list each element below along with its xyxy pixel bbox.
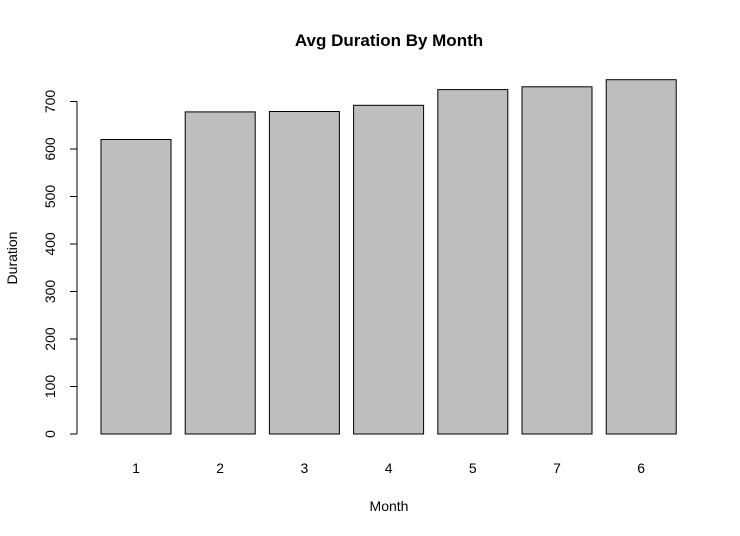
y-tick-label: 500	[42, 185, 58, 209]
x-tick-label: 5	[469, 460, 477, 476]
y-tick-label: 700	[42, 90, 58, 114]
y-axis: 0 100 200 300 400 500 600 700	[42, 90, 78, 438]
bar-month-4	[353, 104, 425, 435]
x-tick-label: 1	[132, 460, 140, 476]
y-tick-label: 0	[42, 430, 58, 438]
x-tick-labels: 1 2 3 4 5 7 6	[132, 460, 645, 476]
x-tick-label: 7	[553, 460, 561, 476]
y-tick-label: 100	[42, 375, 58, 399]
bar-month-6	[605, 79, 677, 435]
y-tick-label: 300	[42, 280, 58, 304]
y-tick-label: 600	[42, 137, 58, 161]
y-tick-label: 400	[42, 232, 58, 256]
y-axis-label: Duration	[4, 232, 20, 285]
bar-month-1	[100, 139, 172, 435]
bar-month-7	[521, 86, 593, 435]
x-tick-label: 2	[216, 460, 224, 476]
bar-month-2	[184, 111, 256, 435]
x-tick-label: 3	[301, 460, 309, 476]
x-tick-label: 6	[637, 460, 645, 476]
bars-group	[100, 79, 677, 435]
x-tick-label: 4	[385, 460, 393, 476]
chart-title: Avg Duration By Month	[295, 31, 483, 50]
bar-month-3	[268, 111, 340, 435]
x-axis-label: Month	[370, 498, 409, 514]
bar-month-5	[437, 89, 509, 435]
y-tick-label: 200	[42, 327, 58, 351]
